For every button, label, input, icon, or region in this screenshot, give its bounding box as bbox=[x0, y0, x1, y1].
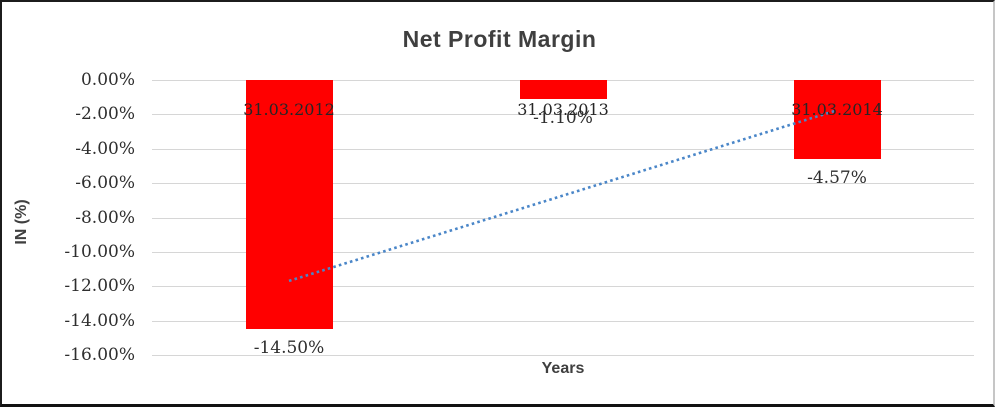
gridline bbox=[152, 114, 974, 116]
bar[interactable] bbox=[245, 80, 333, 330]
y-axis-tick-label: -10.00% bbox=[64, 241, 135, 262]
bar[interactable] bbox=[793, 80, 881, 159]
y-axis-tick-label: -6.00% bbox=[75, 173, 135, 194]
y-axis-tick-label: -4.00% bbox=[75, 138, 135, 159]
value-label: -1.10% bbox=[533, 107, 593, 128]
y-axis-tick-label: -12.00% bbox=[64, 276, 135, 297]
category-label: 31.03.2013 bbox=[517, 100, 609, 119]
x-axis-title: Years bbox=[541, 360, 585, 377]
y-axis-tick-label: -16.00% bbox=[64, 345, 135, 365]
value-label: -14.50% bbox=[253, 338, 325, 359]
gridline bbox=[152, 217, 974, 219]
y-axis-tick-label: -2.00% bbox=[75, 104, 135, 125]
category-label: 31.03.2012 bbox=[243, 100, 335, 119]
gridline bbox=[152, 251, 974, 253]
category-label: 31.03.2014 bbox=[791, 100, 883, 119]
gridline bbox=[152, 355, 974, 356]
value-label: -4.57% bbox=[807, 167, 867, 188]
y-axis-tick-label: -8.00% bbox=[75, 207, 135, 228]
y-axis-tick-label: -14.00% bbox=[64, 310, 135, 331]
y-axis-tick-label: 0.00% bbox=[80, 70, 135, 90]
gridline bbox=[152, 286, 974, 288]
plot-area: 31.03.2012 -14.50% 31.03.2013 -1.10% 31.03.2… bbox=[152, 80, 974, 359]
chart-title: Net Profit Margin bbox=[402, 26, 597, 52]
bar[interactable] bbox=[519, 80, 607, 99]
gridline bbox=[152, 148, 974, 150]
gridline bbox=[152, 183, 974, 185]
gridline bbox=[152, 320, 974, 322]
